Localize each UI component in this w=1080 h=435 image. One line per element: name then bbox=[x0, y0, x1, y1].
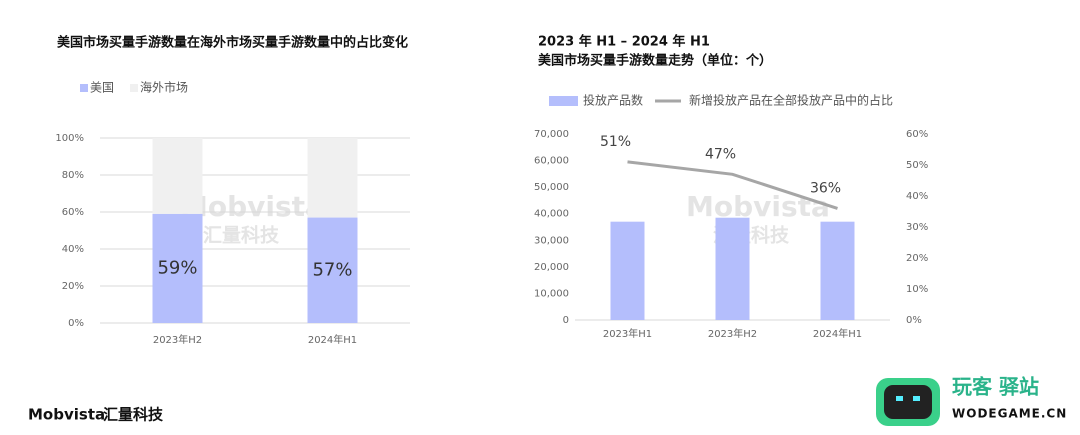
bar bbox=[715, 217, 750, 320]
y-tick-label: 40% bbox=[62, 244, 84, 255]
y-tick-label: 100% bbox=[55, 133, 84, 144]
y2-tick-label: 30% bbox=[906, 222, 928, 233]
footer-name: 汇量科技 bbox=[103, 406, 164, 424]
watermark-brand: Mobvista bbox=[180, 190, 324, 223]
legend-swatch bbox=[549, 96, 578, 106]
badge-eye bbox=[913, 396, 920, 401]
chart-title: 美国市场买量手游数量走势（单位：个） bbox=[538, 53, 772, 69]
y2-tick-label: 10% bbox=[906, 284, 928, 295]
line bbox=[627, 160, 838, 210]
watermark-name: 汇量科技 bbox=[203, 224, 280, 247]
badge-eye bbox=[896, 396, 903, 401]
y-tick-label: 20% bbox=[62, 281, 84, 292]
bar bbox=[610, 221, 645, 320]
badge-icon-face bbox=[884, 385, 932, 419]
value-label: 36% bbox=[810, 180, 841, 196]
y-tick-label: 30,000 bbox=[534, 235, 569, 246]
y2-tick-label: 50% bbox=[906, 160, 928, 171]
legend-swatch bbox=[130, 84, 139, 92]
watermark-brand: Mobvista bbox=[686, 190, 830, 223]
bar-segment bbox=[307, 138, 358, 218]
y-tick-label: 0 bbox=[563, 315, 569, 326]
legend-label: 新增投放产品在全部投放产品中的占比 bbox=[689, 93, 893, 108]
chart-title: 2023 年 H1 – 2024 年 H1 bbox=[538, 34, 710, 50]
y2-tick-label: 20% bbox=[906, 253, 928, 264]
value-label: 47% bbox=[705, 146, 736, 162]
value-label: 57% bbox=[312, 259, 352, 280]
y-tick-label: 20,000 bbox=[534, 262, 569, 273]
badge-title: 玩客 驿站 bbox=[952, 375, 1039, 399]
value-label: 59% bbox=[157, 257, 197, 278]
y-tick-label: 70,000 bbox=[534, 129, 569, 140]
y2-tick-label: 40% bbox=[906, 191, 928, 202]
y-tick-label: 10,000 bbox=[534, 288, 569, 299]
y2-tick-label: 0% bbox=[906, 315, 922, 326]
y2-tick-label: 60% bbox=[906, 129, 928, 140]
y-tick-label: 80% bbox=[62, 170, 84, 181]
bar-segment bbox=[152, 213, 203, 323]
legend-label: 海外市场 bbox=[140, 80, 188, 95]
bar-segment bbox=[307, 217, 358, 323]
x-tick-label: 2024年H1 bbox=[308, 333, 357, 346]
y-tick-label: 0% bbox=[68, 318, 84, 329]
badge-url: WODEGAME.CN bbox=[952, 407, 1067, 421]
y-tick-label: 60,000 bbox=[534, 156, 569, 167]
footer-brand: Mobvista bbox=[28, 406, 105, 424]
legend-label: 投放产品数 bbox=[583, 93, 643, 108]
legend-swatch bbox=[80, 84, 88, 92]
x-tick-label: 2023年H2 bbox=[153, 333, 202, 346]
bar bbox=[820, 221, 855, 320]
bar-segment bbox=[152, 138, 203, 214]
y-tick-label: 60% bbox=[62, 207, 84, 218]
x-tick-label: 2023年H2 bbox=[708, 327, 757, 340]
badge: 玩客 驿站 WODEGAME.CN bbox=[876, 375, 1067, 426]
x-tick-label: 2023年H1 bbox=[603, 327, 652, 340]
y-tick-label: 50,000 bbox=[534, 182, 569, 193]
chart-title: 美国市场买量手游数量在海外市场买量手游数量中的占比变化 bbox=[57, 35, 408, 51]
x-tick-label: 2024年H1 bbox=[813, 327, 862, 340]
value-label: 51% bbox=[600, 134, 631, 150]
legend-label: 美国 bbox=[90, 81, 114, 95]
y-tick-label: 40,000 bbox=[534, 209, 569, 220]
